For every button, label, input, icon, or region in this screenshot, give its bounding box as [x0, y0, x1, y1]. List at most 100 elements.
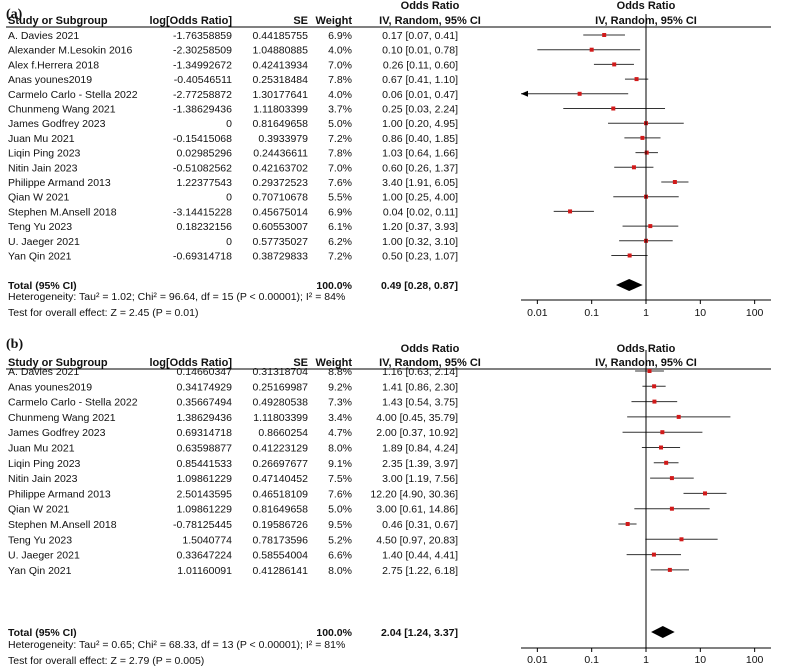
- study-log-or: 0.63598877: [177, 443, 233, 455]
- study-log-or: 0.35667494: [177, 397, 233, 409]
- header-ci: IV, Random, 95% CI: [379, 15, 481, 27]
- heterogeneity-text: Heterogeneity: Tau² = 1.02; Chi² = 96.64…: [8, 291, 345, 303]
- total-weight: 100.0%: [316, 280, 352, 292]
- study-ci-text: 12.20 [4.90, 30.36]: [370, 488, 458, 500]
- study-name: Philippe Armand 2013: [8, 488, 111, 500]
- header-study: Study or Subgroup: [8, 357, 108, 369]
- study-log-or: 0: [226, 192, 232, 204]
- study-name: James Godfrey 2023: [8, 427, 106, 439]
- study-name: Anas younes2019: [8, 74, 92, 86]
- study-ci-text: 0.86 [0.40, 1.85]: [382, 133, 458, 145]
- study-se: 0.58554004: [253, 550, 309, 562]
- study-name: Chunmeng Wang 2021: [8, 104, 116, 116]
- study-ci-text: 1.43 [0.54, 3.75]: [382, 397, 458, 409]
- header-ci: IV, Random, 95% CI: [379, 357, 481, 369]
- study-ci-text: 0.04 [0.02, 0.11]: [383, 206, 458, 218]
- x-tick-label: 1: [643, 307, 649, 319]
- study-weight: 6.9%: [328, 30, 352, 42]
- x-tick-label: 100: [746, 654, 764, 666]
- study-log-or: 1.5040774: [182, 534, 232, 546]
- study-log-or: -1.34992672: [173, 59, 232, 71]
- header-odds-ratio-mid: Odds Ratio: [401, 343, 460, 355]
- summary-diamond: [651, 626, 675, 638]
- study-weight: 4.0%: [328, 45, 352, 57]
- study-log-or: -1.76358859: [173, 30, 232, 42]
- study-name: U. Jaeger 2021: [8, 550, 80, 562]
- x-tick-label: 10: [694, 307, 706, 319]
- header-se: SE: [293, 15, 308, 27]
- study-weight: 6.6%: [328, 550, 352, 562]
- point-estimate: [659, 445, 664, 450]
- study-se: 1.30177641: [253, 89, 309, 101]
- study-weight: 3.7%: [328, 104, 352, 116]
- study-se: 1.04880885: [253, 45, 309, 57]
- study-weight: 6.2%: [328, 236, 352, 248]
- study-se: 0.45675014: [253, 206, 309, 218]
- study-log-or: -1.38629436: [173, 104, 232, 116]
- study-log-or: 1.09861229: [177, 473, 233, 485]
- study-name: Teng Yu 2023: [8, 221, 72, 233]
- study-log-or: -0.40546511: [174, 74, 232, 86]
- point-estimate: [647, 369, 652, 373]
- study-ci-text: 0.06 [0.01, 0.47]: [382, 89, 458, 101]
- study-ci-text: 2.35 [1.39, 3.97]: [382, 458, 458, 470]
- total-ci-text: 0.49 [0.28, 0.87]: [381, 280, 458, 292]
- study-log-or: 1.01160091: [177, 565, 232, 577]
- study-name: Juan Mu 2021: [8, 133, 75, 145]
- header-weight: Weight: [316, 357, 353, 369]
- point-estimate: [648, 224, 653, 229]
- study-se: 0.26697677: [253, 458, 309, 470]
- point-estimate: [664, 460, 669, 465]
- study-name: Stephen M.Ansell 2018: [8, 206, 117, 218]
- study-se: 0.19586726: [253, 519, 309, 531]
- point-estimate: [660, 430, 665, 435]
- header-log-or: log[Odds Ratio]: [150, 357, 233, 369]
- study-log-or: 0.02985296: [177, 148, 233, 160]
- study-se: 0.46518109: [253, 488, 309, 500]
- point-estimate: [672, 180, 677, 184]
- header-log-or: log[Odds Ratio]: [150, 15, 233, 27]
- study-weight: 6.9%: [328, 206, 352, 218]
- study-name: Carmelo Carlo - Stella 2022: [8, 397, 138, 409]
- study-se: 0.38729833: [253, 251, 309, 263]
- study-ci-text: 0.26 [0.11, 0.60]: [383, 59, 458, 71]
- study-name: Philippe Armand 2013: [8, 177, 111, 189]
- study-ci-text: 1.16 [0.63, 2.14]: [382, 366, 458, 378]
- study-se: 0.57735027: [253, 236, 309, 248]
- study-name: Qian W 2021: [8, 192, 69, 204]
- study-name: Yan Qin 2021: [8, 565, 72, 577]
- study-name: Teng Yu 2023: [8, 534, 72, 546]
- study-name: Nitin Jain 2023: [8, 162, 78, 174]
- point-estimate: [631, 165, 636, 170]
- study-ci-text: 0.46 [0.31, 0.67]: [382, 519, 458, 531]
- study-weight: 9.5%: [328, 519, 352, 531]
- overall-effect-text: Test for overall effect: Z = 2.79 (P = 0…: [8, 655, 204, 667]
- study-log-or: 0.69314718: [177, 427, 233, 439]
- x-tick-label: 0.01: [527, 654, 548, 666]
- point-estimate: [652, 384, 657, 389]
- study-weight: 9.1%: [328, 458, 352, 470]
- study-name: A. Davies 2021: [8, 366, 79, 378]
- study-log-or: -0.51082562: [173, 162, 232, 174]
- study-log-or: -0.78125445: [173, 519, 232, 531]
- x-tick-label: 0.1: [584, 307, 599, 319]
- point-estimate: [640, 135, 645, 140]
- x-tick-label: 10: [694, 654, 706, 666]
- study-se: 1.11803399: [253, 104, 308, 116]
- point-estimate: [602, 33, 607, 37]
- study-se: 0.25318484: [253, 74, 309, 86]
- point-estimate: [577, 91, 582, 96]
- study-ci-text: 0.17 [0.07, 0.41]: [382, 30, 458, 42]
- study-se: 0.24436611: [253, 148, 308, 160]
- study-name: U. Jaeger 2021: [8, 236, 80, 248]
- study-weight: 7.0%: [328, 162, 352, 174]
- study-ci-text: 3.00 [1.19, 7.56]: [382, 473, 458, 485]
- study-ci-text: 1.40 [0.44, 4.41]: [382, 550, 458, 562]
- study-se: 0.42163702: [253, 162, 309, 174]
- study-name: Stephen M.Ansell 2018: [8, 519, 117, 531]
- study-log-or: -2.30258509: [173, 45, 232, 57]
- study-weight: 7.0%: [328, 59, 352, 71]
- study-name: Alex f.Herrera 2018: [8, 59, 99, 71]
- study-log-or: -3.14415228: [173, 206, 232, 218]
- study-weight: 7.8%: [328, 74, 352, 86]
